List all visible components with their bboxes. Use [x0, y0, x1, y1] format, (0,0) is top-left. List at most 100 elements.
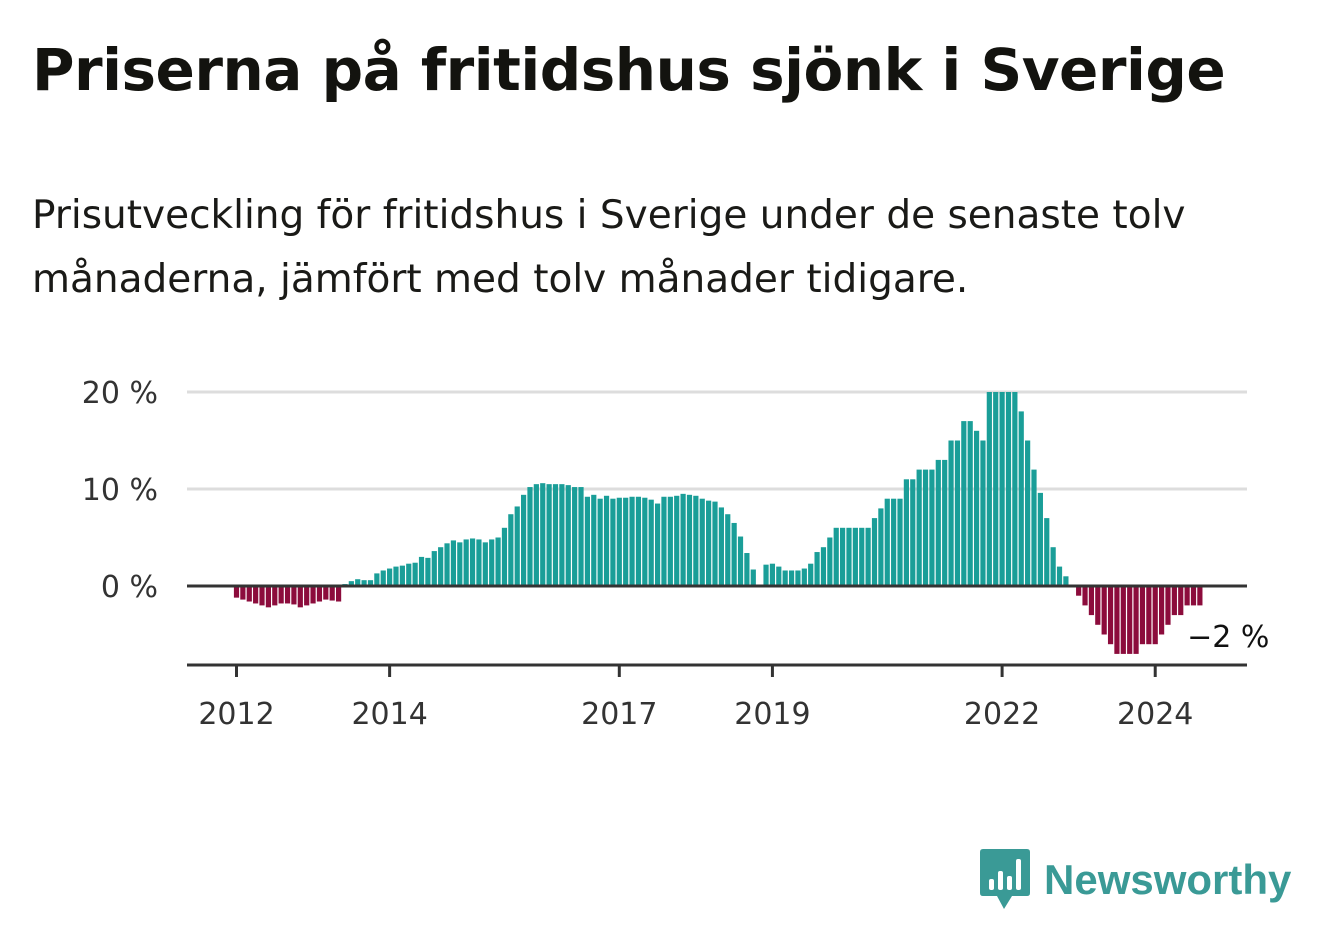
bar	[769, 563, 776, 586]
bar	[922, 469, 929, 586]
bar	[1171, 586, 1177, 616]
bar	[859, 527, 865, 586]
bar	[412, 562, 418, 586]
bar	[1139, 586, 1146, 645]
bar	[1120, 586, 1126, 654]
bar	[788, 570, 795, 586]
x-tick-label: 2022	[964, 697, 1040, 732]
bar	[737, 536, 744, 586]
bar	[476, 539, 482, 586]
bar	[406, 563, 412, 586]
bar	[967, 421, 973, 586]
bar	[667, 496, 673, 586]
bar	[808, 563, 814, 586]
bar	[903, 479, 909, 586]
bar	[565, 485, 571, 586]
bar	[610, 498, 616, 586]
x-tick-label: 2024	[1117, 697, 1193, 732]
bar	[501, 527, 508, 586]
bar	[1178, 586, 1184, 616]
bar	[278, 586, 284, 604]
bar	[827, 537, 833, 586]
bar	[533, 484, 539, 586]
bar	[304, 586, 310, 606]
bar	[712, 501, 718, 586]
bar	[846, 527, 852, 586]
bar	[540, 483, 546, 586]
bar	[750, 569, 756, 586]
bar	[508, 514, 514, 586]
bar	[316, 586, 323, 602]
bar	[393, 566, 399, 586]
bar	[597, 498, 603, 586]
bar	[776, 566, 782, 586]
x-tick-label: 2017	[581, 697, 657, 732]
bar	[871, 518, 878, 586]
bar	[973, 430, 980, 586]
bar	[323, 586, 329, 600]
bar	[355, 579, 361, 586]
bar	[629, 496, 635, 586]
bar	[820, 547, 827, 586]
chart-subtitle: Prisutveckling för fritidshus i Sverige …	[32, 193, 1186, 302]
bar	[935, 459, 941, 586]
brand-logo: Newsworthy	[980, 848, 1291, 912]
bar	[559, 484, 565, 586]
bar	[482, 542, 488, 586]
bar	[591, 494, 597, 586]
x-tick-label: 2012	[198, 697, 274, 732]
x-tick-label: 2014	[351, 697, 427, 732]
bar	[603, 495, 610, 586]
bar	[910, 479, 916, 586]
bar	[725, 514, 731, 586]
bar	[693, 495, 699, 586]
bar	[387, 568, 393, 586]
bar	[884, 498, 890, 586]
bar	[1082, 586, 1088, 606]
bar	[980, 440, 986, 586]
bar	[546, 484, 552, 586]
chart-title: Priserna på fritidshus sjönk i Sverige	[32, 36, 1226, 104]
newsworthy-logo-icon	[980, 849, 1030, 909]
bar	[654, 503, 661, 586]
bar	[623, 497, 629, 586]
bar	[852, 527, 858, 586]
bar	[897, 498, 903, 586]
bar	[1088, 586, 1095, 616]
bar	[578, 487, 584, 586]
value-label-background	[1185, 617, 1274, 657]
bar	[814, 552, 820, 586]
bar	[572, 487, 578, 586]
bar	[552, 484, 559, 586]
bar	[616, 497, 622, 586]
bar	[425, 557, 431, 586]
bar	[795, 570, 801, 586]
bar	[240, 586, 246, 600]
bar	[1018, 411, 1024, 586]
bar	[272, 586, 278, 606]
bar	[680, 493, 686, 586]
bar	[348, 581, 354, 586]
bar	[929, 469, 935, 586]
bar	[1005, 392, 1012, 586]
bar	[361, 580, 367, 586]
bar	[744, 553, 750, 586]
bar	[1159, 586, 1165, 635]
bar	[489, 539, 495, 586]
bar	[514, 506, 520, 586]
bar	[1133, 586, 1139, 654]
bar	[642, 497, 648, 586]
bar	[1056, 566, 1063, 586]
bar	[444, 543, 450, 586]
y-tick-label: 0 %	[101, 570, 158, 605]
tick-labels: 0 % 10 % 20 % 2012 2014 2017 2019 2022 2024 −2 %	[82, 376, 1274, 732]
bar	[431, 551, 437, 586]
bar	[329, 586, 335, 601]
value-label: −2 %	[1187, 620, 1269, 655]
bar	[993, 392, 999, 586]
bar	[1025, 440, 1031, 586]
bar	[961, 421, 967, 586]
bar	[706, 500, 712, 586]
bar	[310, 586, 316, 604]
bar	[367, 580, 374, 586]
